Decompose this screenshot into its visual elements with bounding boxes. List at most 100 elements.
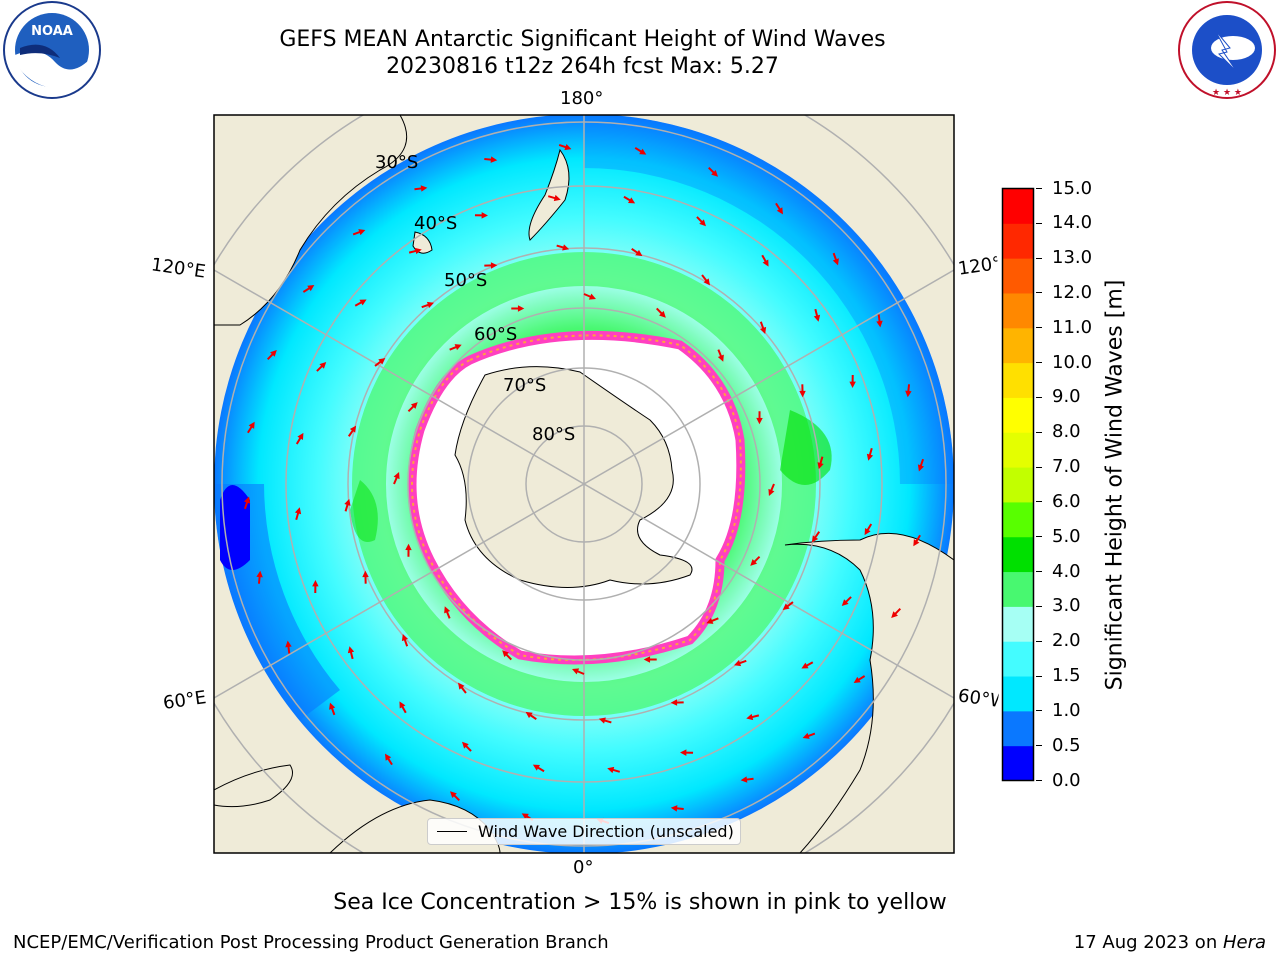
wave-arrow-head [598,717,606,724]
wave-arrow-head [740,776,748,783]
colorbar-cell [1002,397,1034,433]
colorbar-tick-mark [1036,780,1042,781]
wave-arrow-head [891,611,898,619]
wave-arrow-head [917,464,925,472]
chart-title-line2: 20230816 t12z 264h fcst Max: 5.27 [386,54,779,79]
wave-arrow-head [462,741,469,749]
lon-label-180: 180° [560,88,604,109]
wave-arrow-head [670,699,678,706]
wave-arrow-head [444,606,451,614]
colorbar-tick-label: 6.0 [1052,490,1081,512]
colorbar-tick-label: 7.0 [1052,456,1081,478]
colorbar-cell [1002,362,1034,398]
colorbar-label: Significant Height of Wind Waves [m] [1102,279,1128,691]
wave-arrow-head [481,212,488,219]
wave-arrow-head [329,702,336,710]
wave-arrow-head [502,650,509,658]
wave-arrow-head [849,381,856,388]
colorbar-cell [1002,292,1034,329]
new-zealand-landmass [528,148,570,241]
wave-arrow-head [399,701,406,709]
wave-arrow-head [521,813,529,820]
colorbar-tick-mark [1036,292,1042,294]
wave-arrow-head [458,682,465,690]
wave-arrow-head [405,543,412,551]
wave-arrow-head [699,219,706,227]
footer-right: 17 Aug 2023 on Hera [1074,932,1266,953]
colorbar-tick-mark [1036,501,1042,503]
wave-arrow-head [532,764,541,771]
footer-date: 17 Aug 2023 on [1073,932,1223,953]
wave-arrow-head [607,766,615,774]
wave-arrow-head [454,344,462,351]
wave-arrow-head [490,156,498,163]
wave-arrow-head [362,570,369,578]
wave-arrow-head [905,390,912,398]
colorbar-cell [1002,467,1034,503]
wave-direction-arrows [243,143,925,825]
footer-left: NCEP/EMC/Verification Post Processing Pr… [13,932,609,953]
wave-arrow-head [711,170,719,177]
colorbar-cell [1002,258,1034,294]
wave-arrow-head [756,417,763,425]
wave-arrow-head [776,207,784,215]
wave-arrow-head [270,349,277,357]
wave-arrow-head [564,143,572,151]
graticule [214,115,954,853]
wave-arrow-head [864,527,871,536]
wave-arrow-head [349,425,357,433]
colorbar-tick-label: 10.0 [1052,351,1093,373]
colorbar-tick-label: 1.5 [1052,665,1081,687]
wave-arrow-head [562,244,570,251]
wave-arrow-head [876,320,883,328]
colorbar-tick-label: 5.0 [1052,525,1081,547]
wave-arrow-head [312,580,319,587]
legend-label: Wind Wave Direction (unscaled) [478,822,734,841]
wave-arrow-head [410,402,418,409]
lat-label-30s: 30°S [375,152,419,173]
wave-arrow-head [553,194,561,202]
wave-arrow-head [426,301,434,308]
sea-ice-caption: Sea Ice Concentration > 15% is shown in … [333,890,947,915]
wave-arrow-head [243,496,251,504]
colorbar-tick-label: 15.0 [1052,177,1093,199]
colorbar-tick-mark [1036,605,1042,607]
wave-arrow-head [420,185,428,192]
colorbar-tick-mark [1036,745,1042,747]
wave-arrow-head [853,676,861,684]
colorbar-cell [1002,432,1034,468]
wave-arrow-head [294,507,302,515]
colorbar-cell [1002,641,1034,677]
wave-arrow-head [347,646,355,654]
noaa-logo-text: NOAA [31,24,73,39]
wave-arrow-head [659,310,666,318]
colorbar-tick-mark [1036,396,1042,398]
wave-arrow-head [248,421,255,429]
colorbar-tick-mark [1036,362,1042,364]
wave-arrow-head [802,732,810,739]
wave-arrow-head [627,197,636,204]
wave-arrow-head [643,656,651,663]
colorbar-tick-mark [1036,675,1042,677]
wave-arrow-head [639,148,647,155]
wave-arrow-head [572,668,580,675]
colorbar-cell [1002,223,1034,259]
wave-arrow-head [588,293,596,300]
wave-arrow-head [319,362,327,369]
wave-arrow-head [635,249,643,257]
wave-arrow-head [256,570,263,578]
colorbar-cell [1002,676,1034,712]
colorbar-tick-label: 11.0 [1052,316,1093,338]
wave-arrow-head [760,326,767,334]
map-frame [213,114,955,854]
wave-arrow-head [414,247,422,255]
chart-title-line1: GEFS MEAN Antarctic Significant Height o… [279,27,886,52]
wave-arrow-head [297,432,304,441]
wave-arrow-head [517,305,525,312]
colorbar-tick-mark [1036,710,1042,712]
wave-arrow-head [734,660,742,667]
colorbar-tick-label: 8.0 [1052,421,1081,443]
wave-arrow-head [799,390,806,398]
lat-label-80s: 80°S [532,424,576,445]
